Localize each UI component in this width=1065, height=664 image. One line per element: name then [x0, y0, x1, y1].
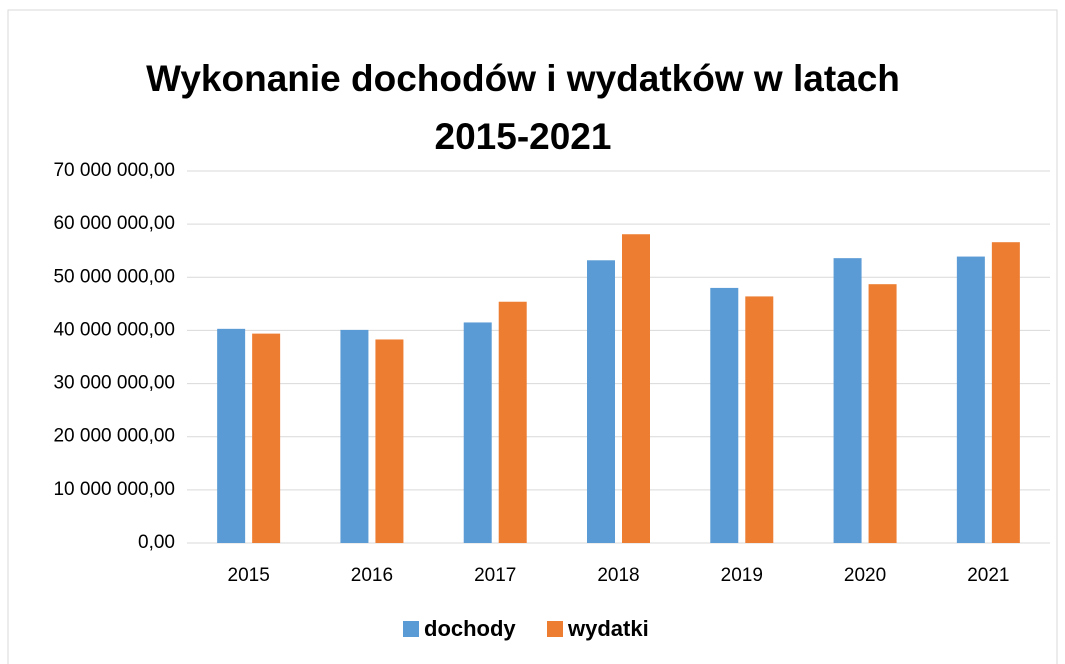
x-tick-label: 2021 [967, 565, 1009, 586]
bar [587, 260, 615, 543]
y-tick-label: 10 000 000,00 [53, 479, 175, 500]
bar [375, 339, 404, 543]
y-tick-label: 50 000 000,00 [53, 266, 175, 287]
bar [956, 256, 985, 543]
chart-title: Wykonanie dochodów i wydatków w latach 2… [146, 58, 900, 157]
bar [217, 328, 246, 543]
bar [340, 329, 369, 543]
bar [745, 296, 774, 543]
x-tick-label: 2015 [228, 565, 270, 586]
legend-label: wydatki [567, 616, 649, 641]
bar [498, 301, 527, 543]
bar [463, 322, 492, 543]
bar [833, 258, 862, 543]
x-tick-label: 2019 [721, 565, 763, 586]
y-tick-label: 30 000 000,00 [53, 373, 175, 394]
y-tick-label: 40 000 000,00 [53, 319, 175, 340]
bar [710, 287, 739, 543]
y-tick-label: 70 000 000,00 [53, 160, 175, 181]
x-tick-label: 2017 [474, 565, 516, 586]
legend-swatch [547, 621, 563, 637]
bar [868, 284, 897, 543]
y-tick-label: 20 000 000,00 [53, 426, 175, 447]
bar [991, 242, 1020, 543]
bar [622, 234, 650, 544]
x-tick-label: 2020 [844, 565, 886, 586]
x-tick-label: 2018 [597, 565, 639, 586]
bar [252, 333, 281, 543]
x-tick-label: 2016 [351, 565, 393, 586]
legend-swatch [403, 621, 419, 637]
y-tick-label: 0,00 [138, 532, 175, 553]
y-tick-label: 60 000 000,00 [53, 213, 175, 234]
legend-label: dochody [424, 616, 516, 641]
